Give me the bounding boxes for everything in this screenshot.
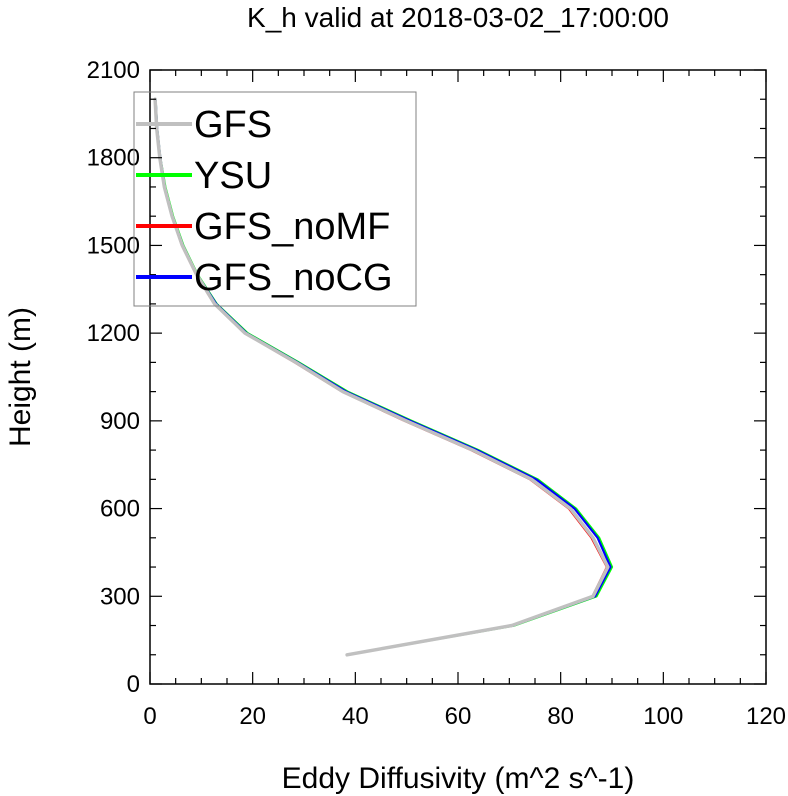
- legend-label-ysu: YSU: [194, 155, 272, 197]
- legend: GFS YSU GFS_noMF GFS_noCG: [133, 91, 417, 307]
- x-tick-label: 40: [342, 703, 369, 730]
- legend-label-gfs: GFS: [194, 104, 272, 146]
- axis-layer: 0 20 40 60 80 100 1200300600900120015001800210…: [87, 57, 786, 730]
- x-tick-label: 100: [643, 703, 683, 730]
- y-tick-label: 600: [100, 496, 140, 523]
- legend-label-gfs-nomf: GFS_noMF: [194, 206, 390, 248]
- x-tick-label: 120: [746, 703, 786, 730]
- x-tick-label: 0: [143, 703, 156, 730]
- x-tick-label: 80: [547, 703, 574, 730]
- y-tick-label: 1800: [87, 145, 140, 172]
- y-axis-label: Height (m): [4, 307, 37, 447]
- legend-label-gfs-nocg: GFS_noCG: [194, 257, 393, 299]
- legend-box: [133, 91, 417, 307]
- y-tick-label: 2100: [87, 57, 140, 84]
- y-tick-label: 900: [100, 408, 140, 435]
- x-tick-label: 20: [239, 703, 266, 730]
- y-tick-label: 0: [127, 671, 140, 698]
- chart-title: K_h valid at 2018-03-02_17:00:00: [247, 2, 669, 33]
- series-layer: [153, 97, 614, 657]
- y-tick-label: 1500: [87, 232, 140, 259]
- x-axis-label: Eddy Diffusivity (m^2 s^-1): [282, 762, 635, 795]
- series-line-gfs: [153, 97, 610, 657]
- x-tick-label: 60: [445, 703, 472, 730]
- y-tick-label: 1200: [87, 320, 140, 347]
- y-tick-label: 300: [100, 583, 140, 610]
